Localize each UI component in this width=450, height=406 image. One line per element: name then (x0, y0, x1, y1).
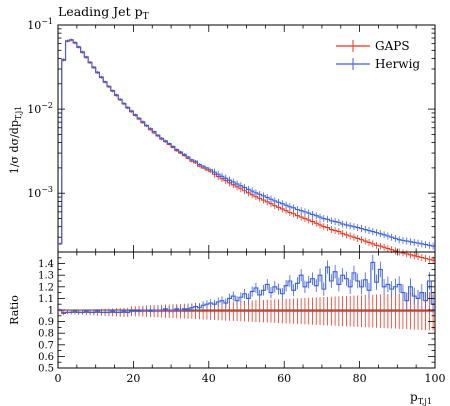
ratio-y-tick-label: 0.9 (38, 317, 54, 328)
legend-label-herwig: Herwig (375, 57, 420, 71)
ratio-line-herwig (58, 261, 435, 313)
ratio-axis-label: Ratio (8, 295, 21, 325)
x-tick-label: 60 (277, 372, 291, 385)
ratio-y-tick-label: 0.6 (38, 352, 54, 363)
series-line-gaps (58, 39, 435, 261)
ratio-y-tick-label: 1.4 (38, 259, 54, 270)
y-tick-label: 10−3 (27, 185, 53, 200)
main-y-axis: 10−3 10−2 10−1 (27, 17, 435, 253)
y-tick-label: 10−1 (27, 17, 53, 32)
x-axis: 0 20 40 60 80 100 (55, 25, 446, 385)
ratio-y-tick-label: 1.2 (38, 282, 54, 293)
x-tick-label: 20 (126, 372, 140, 385)
chart-title: Leading Jet pT (58, 4, 149, 22)
main-series-group (58, 38, 435, 264)
ratio-y-tick-label: 1.3 (38, 271, 54, 282)
ratio-y-tick-label: 0.5 (38, 364, 54, 375)
x-tick-label: 100 (425, 372, 446, 385)
ratio-y-tick-label: 1 (48, 306, 54, 317)
legend: GAPS Herwig (336, 39, 420, 71)
x-tick-label: 0 (55, 372, 62, 385)
y-tick-label: 10−2 (27, 101, 53, 116)
ratio-y-tick-label: 1.1 (38, 294, 54, 305)
legend-entry-herwig: Herwig (336, 57, 420, 71)
ratio-y-tick-label: 0.7 (38, 340, 54, 351)
main-panel: 10−3 10−2 10−1 (27, 17, 436, 264)
ratio-y-axis: 0.50.60.70.80.911.11.21.31.4 (38, 251, 435, 375)
y-axis-label: 1/σ dσ/dpT,j1 (8, 106, 23, 174)
legend-label-gaps: GAPS (375, 39, 410, 53)
x-axis-label: pT,j1 (410, 390, 432, 406)
x-tick-label: 40 (202, 372, 216, 385)
series-line-herwig (58, 39, 435, 247)
ratio-series-group (58, 254, 435, 331)
x-tick-label: 80 (353, 372, 367, 385)
legend-entry-gaps: GAPS (336, 39, 410, 53)
ratio-panel: 0.50.60.70.80.911.11.21.31.4 0 20 40 60 80 10… (38, 25, 446, 385)
ratio-y-tick-label: 0.8 (38, 329, 54, 340)
